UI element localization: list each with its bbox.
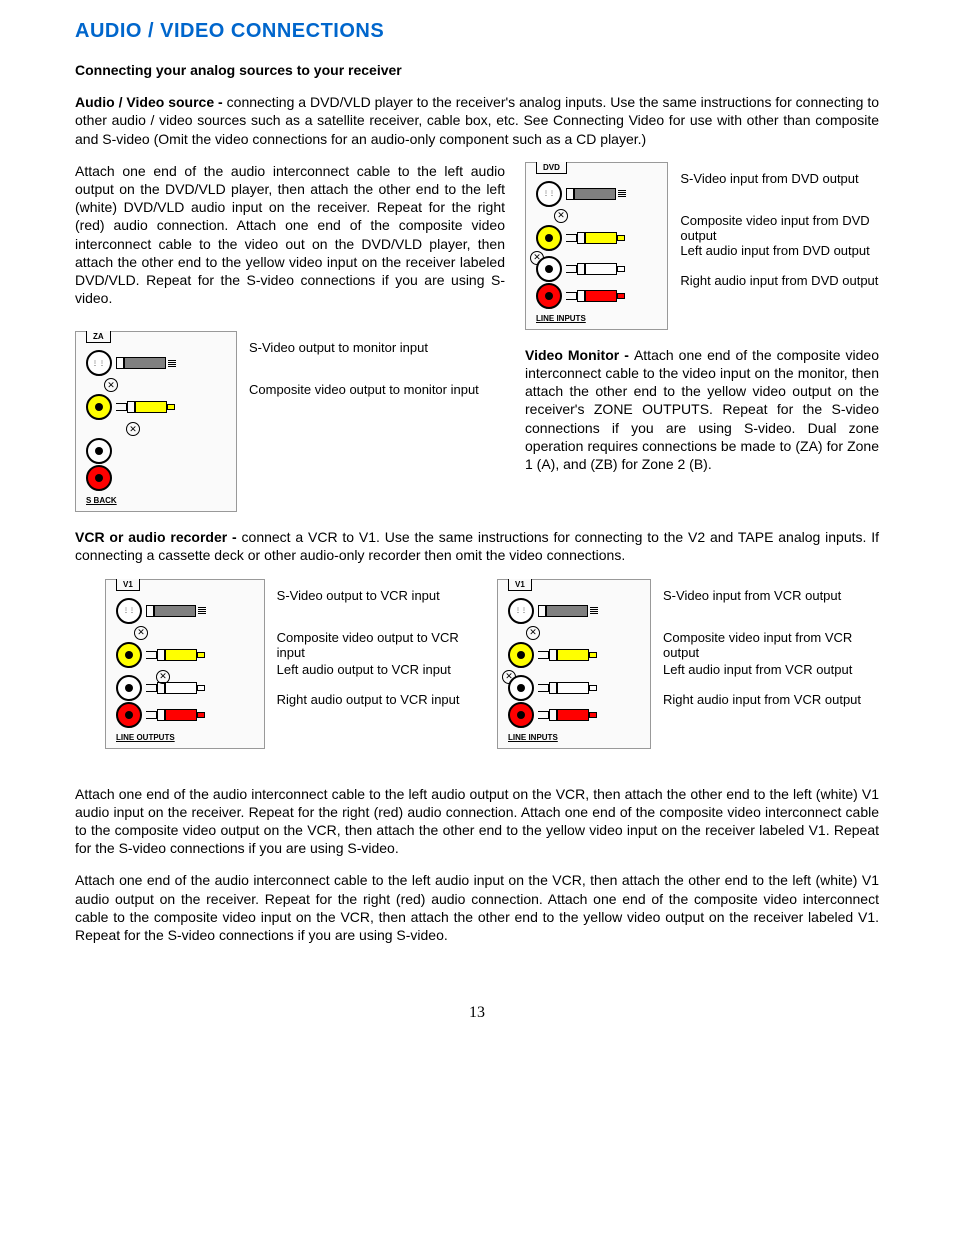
screw-icon: ✕ [104,378,118,392]
attach-paragraph-2: Attach one end of the audio interconnect… [75,785,879,858]
intro-lead: Audio / Video source - [75,94,227,110]
video-monitor-body: Attach one end of the composite video in… [525,347,879,472]
v1out-right-label: Right audio output to VCR input [277,693,487,708]
za-composite-label: Composite video output to monitor input [249,383,479,398]
v1-out-diagram: V1 ⋮⋮ ✕ ✕ LINE OUTPUTS S-Video output to… [105,579,487,749]
za-svideo-row: ⋮⋮ [86,351,226,375]
v1-in-tab: V1 [508,579,532,591]
intro-paragraph: Audio / Video source - connecting a DVD/… [75,93,879,148]
screw-icon: ✕ [554,209,568,223]
za-tab: ZA [86,331,111,343]
v1-out-tab: V1 [116,579,140,591]
dvd-svideo-row: ⋮⋮ [536,182,657,206]
za-panel: ZA ⋮⋮ ✕ ✕ S BACK [75,331,237,512]
v1-in-diagram: V1 ⋮⋮ ✕ ✕ LINE INPUTS S-Video input from… [497,579,879,749]
video-monitor-paragraph: Video Monitor - Attach one end of the co… [525,346,879,473]
dvd-svideo-label: S-Video input from DVD output [680,172,879,214]
v1in-right-label: Right audio input from VCR output [663,693,879,708]
dvd-footer: LINE INPUTS [536,314,657,323]
vcr-lead: VCR or audio recorder - [75,529,242,545]
v1-out-footer: LINE OUTPUTS [116,733,254,742]
v1in-left-label: Left audio input from VCR output [663,663,879,693]
v1-out-panel: V1 ⋮⋮ ✕ ✕ LINE OUTPUTS [105,579,265,749]
v1out-composite-label: Composite video output to VCR input [277,631,487,663]
v1out-svideo-label: S-Video output to VCR input [277,589,487,631]
za-left-audio-row [86,439,226,463]
za-svideo-label: S-Video output to monitor input [249,341,479,383]
v1in-svideo-label: S-Video input from VCR output [663,589,879,631]
attach-paragraph-3: Attach one end of the audio interconnect… [75,871,879,944]
v1in-composite-label: Composite video input from VCR output [663,631,879,663]
dvd-composite-row [536,226,657,250]
page-number: 13 [75,1004,879,1022]
subtitle: Connecting your analog sources to your r… [75,61,879,79]
v1-in-panel: V1 ⋮⋮ ✕ ✕ LINE INPUTS [497,579,651,749]
vcr-paragraph: VCR or audio recorder - connect a VCR to… [75,528,879,564]
dvd-tab: DVD [536,162,567,174]
za-diagram: ZA ⋮⋮ ✕ ✕ S BACK [75,331,505,512]
dvd-leftaudio-label: Left audio input from DVD output [680,244,879,274]
dvd-composite-label: Composite video input from DVD output [680,214,879,244]
za-composite-row [86,395,226,419]
video-monitor-lead: Video Monitor - [525,347,634,363]
screw-icon: ✕ [126,422,140,436]
za-footer: S BACK [86,496,226,505]
dvd-right-audio-row [536,284,657,308]
page-title: AUDIO / VIDEO CONNECTIONS [75,20,879,43]
dvd-left-audio-row [536,257,657,281]
v1-in-footer: LINE INPUTS [508,733,640,742]
dvd-rightaudio-label: Right audio input from DVD output [680,274,879,289]
za-right-audio-row [86,466,226,490]
dvd-diagram: DVD ⋮⋮ ✕ ✕ [525,162,879,330]
dvd-panel: DVD ⋮⋮ ✕ ✕ [525,162,668,330]
v1out-left-label: Left audio output to VCR input [277,663,487,693]
attach-paragraph-1: Attach one end of the audio interconnect… [75,162,505,308]
